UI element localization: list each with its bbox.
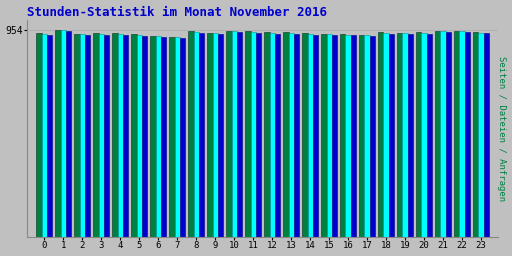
Bar [454,31,459,237]
Bar [289,33,294,237]
Bar [308,34,313,237]
Bar [264,32,269,237]
Bar [231,31,237,237]
Bar [446,32,451,237]
Bar [351,35,356,237]
Text: Stunden-Statistik im Monat November 2016: Stunden-Statistik im Monat November 2016 [27,6,327,18]
Bar [61,30,66,237]
Bar [212,34,218,237]
Bar [465,32,470,237]
Bar [156,36,161,237]
Bar [327,34,332,237]
Bar [421,33,426,237]
Bar [321,34,327,237]
Bar [269,33,275,237]
Bar [313,35,318,237]
Bar [113,34,118,237]
Bar [256,33,261,237]
Bar [275,34,280,237]
Bar [180,38,185,237]
Bar [66,31,71,237]
Bar [408,34,413,237]
Bar [389,34,394,237]
Bar [245,31,250,237]
Bar [218,34,223,237]
Bar [137,35,142,237]
Bar [36,33,42,237]
Bar [85,35,91,237]
Bar [332,35,337,237]
Y-axis label: Seiten / Dateien / Anfragen: Seiten / Dateien / Anfragen [498,56,506,201]
Bar [383,33,389,237]
Bar [250,32,256,237]
Bar [104,35,110,237]
Bar [199,33,204,237]
Bar [188,31,194,237]
Bar [207,33,212,237]
Bar [370,36,375,237]
Bar [402,34,408,237]
Bar [359,35,365,237]
Bar [426,34,432,237]
Bar [302,33,308,237]
Bar [169,37,175,237]
Bar [47,35,52,237]
Bar [142,36,147,237]
Bar [283,32,289,237]
Bar [226,31,231,237]
Bar [132,34,137,237]
Bar [346,35,351,237]
Bar [194,32,199,237]
Bar [93,34,99,237]
Bar [99,34,104,237]
Bar [397,33,402,237]
Bar [365,35,370,237]
Bar [416,32,421,237]
Bar [473,32,478,237]
Bar [478,33,484,237]
Bar [55,30,61,237]
Bar [74,34,80,237]
Bar [80,34,85,237]
Bar [151,36,156,237]
Bar [237,32,242,237]
Bar [294,34,299,237]
Bar [378,32,383,237]
Bar [161,37,166,237]
Bar [440,31,446,237]
Bar [123,35,129,237]
Bar [435,31,440,237]
Bar [42,34,47,237]
Bar [340,34,346,237]
Bar [118,34,123,237]
Bar [484,34,489,237]
Bar [459,31,465,237]
Bar [175,37,180,237]
